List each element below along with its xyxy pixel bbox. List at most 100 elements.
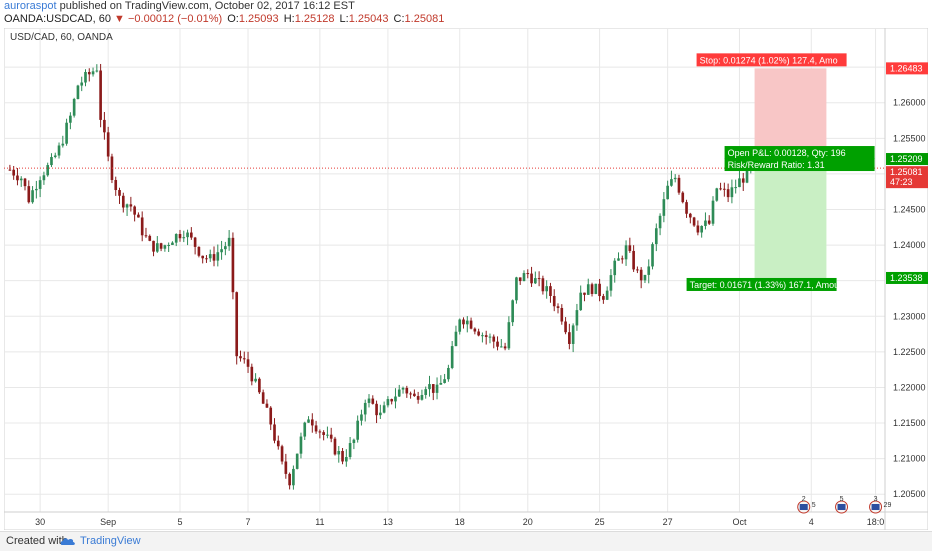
- candle-body: [295, 453, 299, 469]
- candle-body: [643, 274, 647, 281]
- candle-body: [431, 384, 435, 393]
- candle-body: [568, 332, 571, 344]
- candle-body: [473, 328, 477, 332]
- y-tick-label: 1.25500: [893, 133, 926, 143]
- candle-body: [609, 275, 613, 291]
- candle-body: [190, 232, 193, 238]
- current-price-tag: 1.25081: [890, 167, 923, 177]
- x-tick-label: 18:0: [867, 517, 885, 527]
- candle-body: [129, 204, 133, 207]
- candle-body: [462, 319, 465, 325]
- candle-body: [182, 237, 186, 239]
- candle-body: [220, 249, 223, 253]
- x-axis[interactable]: 30 Sep 5 7 11 13 18 20 25 27 Oct 4 18:0: [35, 517, 884, 527]
- candle-body: [397, 389, 401, 397]
- candle-body: [231, 237, 235, 293]
- candle-body: [72, 98, 76, 116]
- candle-body: [636, 269, 639, 271]
- candle-body: [738, 178, 741, 188]
- candle-body: [511, 300, 514, 323]
- candle-body: [526, 273, 530, 275]
- y-tick-label: 1.26000: [893, 98, 926, 108]
- candle-body: [677, 177, 681, 193]
- entry-price-tag: 1.25209: [890, 154, 923, 164]
- candle-body: [197, 246, 201, 256]
- candle-body: [201, 255, 205, 259]
- candle-body: [515, 277, 518, 301]
- candle-body: [549, 286, 552, 297]
- candle-body: [125, 204, 129, 208]
- candle-body: [435, 384, 439, 393]
- open-pl-label: Open P&L: 0.00128, Qty: 196: [728, 148, 846, 158]
- candle-body: [700, 225, 703, 233]
- candle-body: [235, 292, 239, 357]
- candle-body: [488, 336, 492, 338]
- low-label: L:: [339, 13, 349, 25]
- x-tick-label: 25: [595, 517, 605, 527]
- x-tick-label: Oct: [732, 517, 747, 527]
- candle-body: [586, 284, 590, 295]
- position-zones: [754, 68, 827, 278]
- candle-body: [530, 273, 533, 284]
- candle-body: [409, 393, 412, 395]
- candle-body: [624, 245, 628, 260]
- candle-body: [602, 296, 605, 300]
- x-tick-label: Sep: [100, 517, 116, 527]
- candle-body: [556, 306, 560, 308]
- candle-body: [590, 284, 594, 294]
- badge-count: 2: [802, 496, 806, 503]
- candle-body: [50, 157, 53, 166]
- publish-info: published on TradingView.com, October 02…: [59, 0, 355, 12]
- candle-body: [53, 155, 57, 158]
- candle-body: [163, 245, 167, 249]
- candle-body: [341, 451, 344, 462]
- y-tick-label: 1.21500: [893, 418, 926, 428]
- x-tick-label: 20: [523, 517, 533, 527]
- x-tick-label: 13: [383, 517, 393, 527]
- candle-body: [12, 169, 15, 176]
- risk-reward-label: Risk/Reward Ratio: 1.31: [728, 160, 825, 170]
- candlestick-chart[interactable]: 1.265001.260001.255001.250001.245001.240…: [4, 28, 928, 530]
- candle-body: [224, 246, 227, 250]
- candle-body: [216, 252, 220, 261]
- candle-body: [541, 278, 545, 292]
- countdown-tag: 47:23: [890, 177, 913, 187]
- candle-body: [745, 167, 749, 183]
- candle-body: [371, 398, 375, 404]
- stop-price-tag: 1.26483: [890, 63, 923, 73]
- candle-body: [681, 192, 685, 203]
- candle-body: [477, 331, 480, 336]
- tradingview-link[interactable]: TradingView: [80, 535, 141, 547]
- candle-body: [662, 199, 666, 216]
- candle-body: [254, 378, 257, 382]
- symbol-label: OANDA:USDCAD, 60: [4, 13, 111, 25]
- publisher-line: auroraspot published on TradingView.com,…: [4, 0, 355, 12]
- candle-body: [310, 419, 314, 426]
- candle-body: [193, 237, 197, 247]
- candle-body: [273, 424, 276, 441]
- candle-body: [715, 188, 719, 201]
- candle-body: [140, 217, 144, 236]
- candle-body: [35, 188, 38, 191]
- candle-body: [492, 336, 496, 342]
- candle-body: [106, 132, 110, 157]
- candle-body: [133, 206, 136, 215]
- flag-icon-fill: [871, 504, 880, 510]
- candle-body: [148, 235, 152, 241]
- candle-body: [356, 420, 359, 440]
- candle-body: [481, 335, 484, 337]
- candle-body: [208, 254, 212, 259]
- candle-body: [144, 235, 148, 237]
- candle-body: [484, 335, 488, 337]
- open-pl-label-bg: [724, 146, 875, 160]
- candle-body: [447, 367, 450, 380]
- author-link[interactable]: auroraspot: [4, 0, 57, 12]
- candle-body: [318, 431, 322, 433]
- candle-body: [503, 346, 507, 349]
- high-value: 1.25128: [294, 13, 335, 25]
- candle-body: [613, 260, 617, 276]
- candle-body: [57, 145, 61, 156]
- event-badges[interactable]: 255 329: [797, 496, 892, 514]
- candle-body: [719, 188, 722, 190]
- current-price-tag-bg: [886, 166, 928, 189]
